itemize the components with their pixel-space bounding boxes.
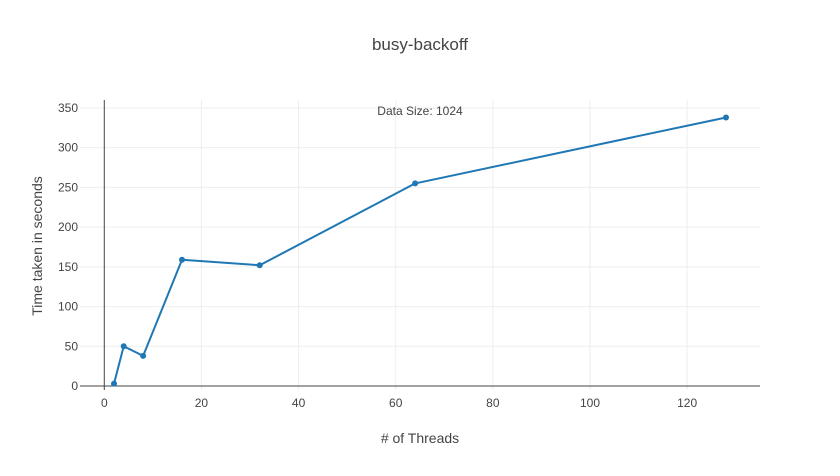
- y-tick-label: 200: [58, 220, 78, 234]
- y-tick-label: 50: [65, 339, 79, 353]
- x-tick-label: 20: [195, 396, 209, 410]
- x-tick-label: 0: [101, 396, 108, 410]
- y-tick-label: 150: [58, 260, 78, 274]
- y-axis-label: Time taken in seconds: [29, 176, 45, 316]
- y-tick-label: 0: [71, 379, 78, 393]
- x-tick-label: 100: [580, 396, 600, 410]
- data-point: [120, 343, 127, 350]
- data-point: [140, 352, 147, 359]
- data-size-annotation: Data Size: 1024: [377, 104, 463, 118]
- y-tick-label: 300: [58, 141, 78, 155]
- x-tick-label: 40: [292, 396, 306, 410]
- y-tick-label: 350: [58, 101, 78, 115]
- data-point: [111, 380, 117, 387]
- axes: [80, 100, 760, 390]
- x-tick-label: 80: [486, 396, 500, 410]
- data-point: [256, 262, 263, 269]
- tick-labels: 0 20 40 60 80 100 120 0 50 100 150 200 250 300 350: [58, 101, 698, 410]
- x-tick-label: 60: [389, 396, 403, 410]
- y-tick-label: 250: [58, 180, 78, 194]
- series-layer: [111, 114, 729, 387]
- chart-title: busy-backoff: [372, 35, 468, 54]
- grid-lines: [80, 100, 760, 390]
- x-axis-label: # of Threads: [381, 430, 459, 446]
- data-point: [412, 180, 419, 187]
- data-point: [179, 256, 185, 263]
- data-point: [723, 114, 729, 121]
- series-line: [113, 116, 727, 384]
- x-tick-label: 120: [677, 396, 697, 410]
- y-tick-label: 100: [58, 300, 78, 314]
